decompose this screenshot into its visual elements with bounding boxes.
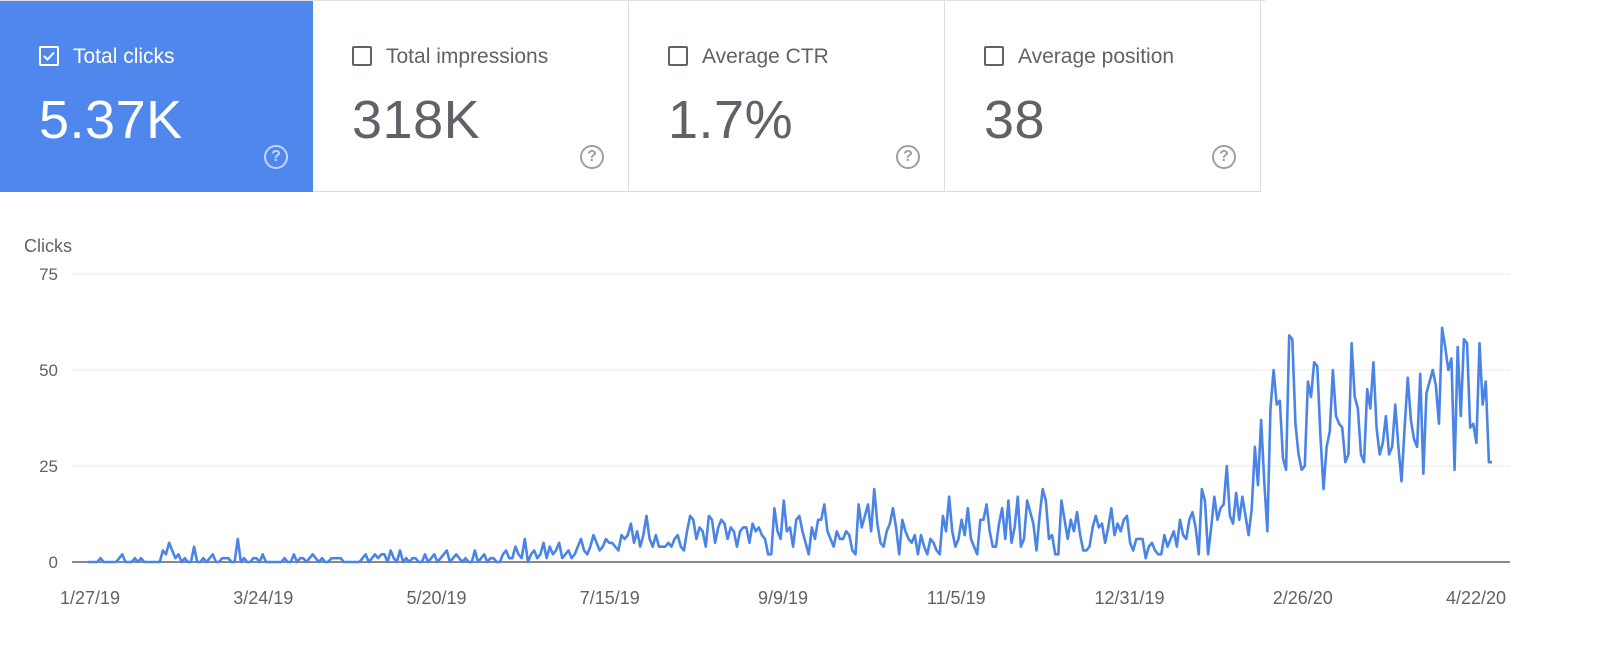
checkbox-checked-icon[interactable] xyxy=(39,46,59,66)
help-icon[interactable]: ? xyxy=(1212,145,1236,169)
metric-card-average-position[interactable]: Average position 38 ? xyxy=(945,1,1261,192)
metric-label: Total clicks xyxy=(73,45,175,68)
checkbox-icon[interactable] xyxy=(668,46,688,66)
x-tick-label: 9/9/19 xyxy=(758,588,808,608)
metric-card-average-ctr[interactable]: Average CTR 1.7% ? xyxy=(629,1,945,192)
x-tick-label: 3/24/19 xyxy=(233,588,293,608)
metric-value: 5.37K xyxy=(39,90,183,150)
x-tick-label: 11/5/19 xyxy=(927,588,986,608)
y-tick-label: 50 xyxy=(39,361,58,380)
metric-label: Average CTR xyxy=(702,45,829,68)
y-tick-label: 0 xyxy=(49,553,58,572)
metric-value: 38 xyxy=(984,90,1046,150)
metric-value: 318K xyxy=(352,90,481,150)
metric-label: Average position xyxy=(1018,45,1175,68)
metric-card-total-impressions[interactable]: Total impressions 318K ? xyxy=(313,1,629,192)
y-tick-label: 75 xyxy=(39,265,58,284)
x-tick-label: 5/20/19 xyxy=(406,588,466,608)
x-tick-label: 4/22/20 xyxy=(1446,588,1506,608)
metric-cards: Total clicks 5.37K ? Total impressions 3… xyxy=(0,0,1265,193)
metric-value: 1.7% xyxy=(668,90,794,150)
checkbox-icon[interactable] xyxy=(984,46,1004,66)
help-icon[interactable]: ? xyxy=(264,145,288,169)
help-icon[interactable]: ? xyxy=(896,145,920,169)
x-tick-label: 12/31/19 xyxy=(1094,588,1164,608)
metric-label: Total impressions xyxy=(386,45,549,68)
y-axis-label: Clicks xyxy=(24,236,72,256)
metric-card-total-clicks[interactable]: Total clicks 5.37K ? xyxy=(0,1,313,192)
y-tick-label: 25 xyxy=(39,457,58,476)
x-tick-label: 7/15/19 xyxy=(580,588,640,608)
help-icon[interactable]: ? xyxy=(580,145,604,169)
clicks-chart-svg: Clicks 0 25 50 75 1/27/19 3/24/19 5/20/19 7/15… xyxy=(24,236,1510,608)
clicks-chart: Clicks 0 25 50 75 1/27/19 3/24/19 5/20/19 7/15… xyxy=(0,200,1600,663)
x-tick-label: 2/26/20 xyxy=(1273,588,1333,608)
x-tick-label: 1/27/19 xyxy=(60,588,120,608)
checkbox-icon[interactable] xyxy=(352,46,372,66)
clicks-series-line xyxy=(88,326,1492,564)
